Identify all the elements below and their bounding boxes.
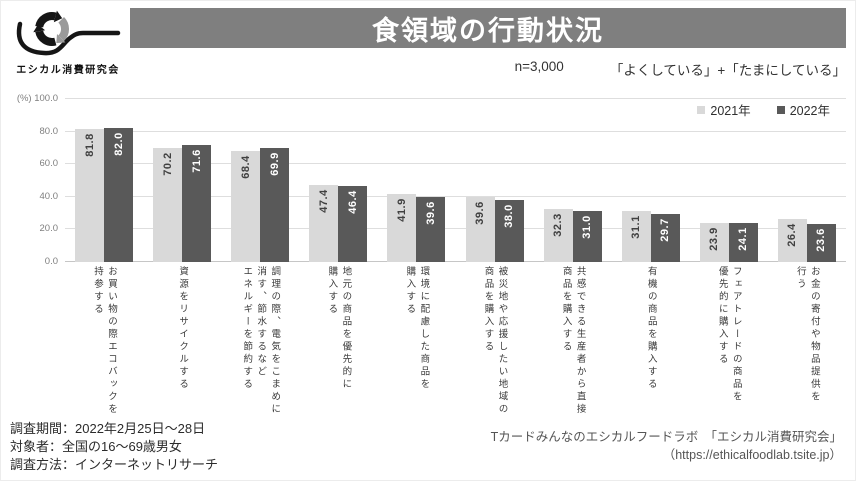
category-label: 環境に配慮した商品を 購入する bbox=[404, 266, 430, 391]
bar-2022年-1: 82.0 bbox=[104, 128, 134, 262]
y-tick-label: 20.0 bbox=[39, 223, 59, 235]
bar-value-label: 70.2 bbox=[161, 151, 174, 176]
bar-2021年-7: 32.3 bbox=[543, 209, 573, 262]
logo: エシカル消費研究会 bbox=[8, 4, 128, 76]
category-label: 資源をリサイクルする bbox=[177, 266, 189, 391]
bar-2022年-7: 31.0 bbox=[572, 211, 602, 262]
bar-value-label: 41.9 bbox=[395, 197, 408, 222]
y-tick-label: 40.0 bbox=[39, 190, 59, 202]
bar-value-label: 71.6 bbox=[190, 149, 203, 174]
bar-value-label: 82.0 bbox=[112, 132, 125, 157]
bar-group-4: 47.4 46.4 bbox=[299, 99, 377, 262]
bar-2022年-4: 46.4 bbox=[338, 186, 368, 262]
bar-value-label: 31.0 bbox=[581, 215, 594, 240]
bar-group-8: 31.1 29.7 bbox=[612, 99, 690, 262]
scope-label: 「よくしている」+「たまにしている」 bbox=[609, 63, 846, 78]
survey-target: 対象者：全国の16～69歳男女 bbox=[10, 439, 182, 454]
bar-value-label: 26.4 bbox=[786, 223, 799, 247]
subtitle: n=3,000 「よくしている」+「たまにしている」 bbox=[0, 59, 846, 79]
bar-group-5: 41.9 39.6 bbox=[377, 99, 455, 262]
bar-2021年-9: 23.9 bbox=[699, 223, 729, 262]
bar-value-label: 38.0 bbox=[503, 204, 516, 228]
category-label: 調理の際、電気をこまめに 消す、節水するなど エネルギーを節約する bbox=[241, 266, 281, 416]
bar-group-10: 26.4 23.6 bbox=[768, 99, 846, 262]
bar-value-label: 23.9 bbox=[708, 227, 721, 251]
chart: (%) 100.0 80.0 60.0 40.0 20.0 0.0 81.8 82.0 70.… bbox=[17, 94, 846, 419]
bar-2021年-10: 26.4 bbox=[777, 218, 807, 262]
category-label: お金の寄付や物品提供を 行う bbox=[794, 266, 820, 404]
bar-value-label: 29.7 bbox=[659, 217, 672, 242]
category-label: 被災地や応援したい地域の 商品を購入する bbox=[482, 266, 508, 416]
y-tick-label: (%) 100.0 bbox=[16, 93, 58, 104]
bar-group-6: 39.6 38.0 bbox=[455, 99, 533, 262]
source-org: Tカードみんなのエシカルフードラボ 「エシカル消費研究会」 bbox=[490, 430, 842, 444]
bar-group-7: 32.3 31.0 bbox=[534, 99, 612, 262]
gridline-20 bbox=[65, 228, 846, 230]
bar-groups: 81.8 82.0 70.2 71.6 68.4 69.9 47.4 46.4 41.9 39.6… bbox=[65, 99, 846, 262]
bar-group-1: 81.8 82.0 bbox=[65, 99, 143, 262]
legend-swatch-2021 bbox=[697, 105, 706, 114]
y-tick-label: 60.0 bbox=[39, 158, 59, 170]
survey-method: 調査方法：インターネットリサーチ bbox=[10, 457, 219, 472]
bar-value-label: 46.4 bbox=[346, 190, 359, 215]
bar-value-label: 68.4 bbox=[239, 154, 252, 179]
bar-value-label: 39.6 bbox=[474, 201, 487, 226]
logo-org-name: エシカル消費研究会 bbox=[16, 65, 120, 76]
plot-grid: (%) 100.0 80.0 60.0 40.0 20.0 0.0 bbox=[17, 94, 846, 267]
bar-value-label: 39.6 bbox=[424, 201, 437, 226]
bar-value-label: 32.3 bbox=[552, 213, 565, 238]
legend-item-2021: 2021年 bbox=[697, 100, 751, 119]
bar-value-label: 24.1 bbox=[737, 227, 750, 251]
y-tick-label: 80.0 bbox=[39, 125, 59, 137]
gridline-0 bbox=[65, 261, 846, 262]
source-url: （https://ethicalfoodlab.tsite.jp） bbox=[662, 448, 842, 462]
bar-2021年-2: 70.2 bbox=[153, 147, 183, 262]
source-credit: Tカードみんなのエシカルフードラボ 「エシカル消費研究会」 （https://e… bbox=[491, 428, 842, 464]
bar-2021年-1: 81.8 bbox=[75, 128, 105, 262]
category-label: お買い物の際エコバックを 持参する bbox=[92, 266, 118, 416]
page-title: 食領域の行動状況 bbox=[372, 15, 604, 46]
bar-value-label: 31.1 bbox=[630, 215, 643, 240]
survey-period: 調査期間：2022年2月25日～28日 bbox=[10, 421, 206, 436]
gridline-100 bbox=[65, 98, 846, 99]
sample-size-label: n=3,000 bbox=[514, 59, 564, 74]
bar-value-label: 81.8 bbox=[83, 132, 96, 157]
legend-label-2021: 2021年 bbox=[710, 104, 751, 118]
legend-label-2022: 2022年 bbox=[789, 104, 830, 118]
bar-2022年-6: 38.0 bbox=[494, 200, 524, 262]
bar-2022年-2: 71.6 bbox=[182, 145, 212, 262]
category-labels: お買い物の際エコバックを 持参する 資源をリサイクルする 調理の際、電気をこまめに … bbox=[65, 266, 846, 416]
bar-value-label: 47.4 bbox=[317, 189, 330, 213]
recycle-ladle-icon bbox=[16, 10, 121, 56]
legend-swatch-2022 bbox=[776, 105, 785, 114]
bar-2022年-3: 69.9 bbox=[260, 148, 290, 262]
bar-group-9: 23.9 24.1 bbox=[690, 99, 768, 262]
bar-2021年-8: 31.1 bbox=[621, 211, 651, 262]
category-label: 共感できる生産者から直接 商品を購入する bbox=[560, 266, 586, 416]
bar-group-2: 70.2 71.6 bbox=[143, 99, 221, 262]
bar-2021年-4: 47.4 bbox=[309, 184, 339, 262]
bar-2022年-5: 39.6 bbox=[416, 197, 446, 262]
bar-value-label: 69.9 bbox=[268, 152, 281, 176]
bar-2022年-10: 23.6 bbox=[806, 223, 836, 262]
bar-2022年-8: 29.7 bbox=[650, 213, 680, 262]
bar-2022年-9: 24.1 bbox=[728, 222, 758, 262]
y-tick-label: 0.0 bbox=[44, 256, 58, 267]
gridline-40 bbox=[65, 195, 846, 197]
category-label: 地元の商品を優先的に 購入する bbox=[326, 266, 352, 391]
gridline-60 bbox=[65, 163, 846, 165]
survey-notes: 調査期間：2022年2月25日～28日 対象者：全国の16～69歳男女 調査方法… bbox=[10, 420, 218, 474]
title-bar: 食領域の行動状況 bbox=[130, 8, 846, 48]
category-label: フェアトレードの商品を 優先的に購入する bbox=[716, 266, 742, 404]
bar-2021年-3: 68.4 bbox=[231, 150, 261, 262]
bar-2021年-5: 41.9 bbox=[387, 193, 417, 262]
category-label: 有機の商品を購入する bbox=[645, 266, 657, 391]
bar-value-label: 23.6 bbox=[815, 227, 828, 252]
bar-group-3: 68.4 69.9 bbox=[221, 99, 299, 262]
gridline-80 bbox=[65, 130, 846, 132]
bar-2021年-6: 39.6 bbox=[465, 197, 495, 262]
legend-item-2022: 2022年 bbox=[776, 100, 830, 119]
chart-legend: 2021年 2022年 bbox=[697, 100, 830, 119]
